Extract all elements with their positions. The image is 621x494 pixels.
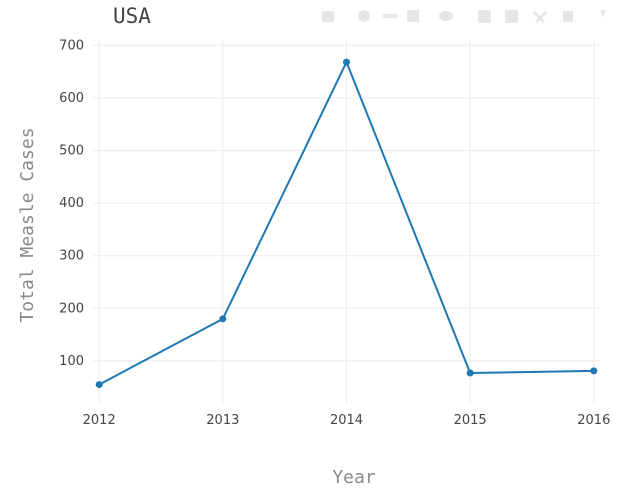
x-tick-label: 2014 (330, 413, 363, 428)
zoom-in-icon[interactable] (478, 10, 491, 23)
x-axis-title: Year (332, 467, 376, 488)
reset-axes-icon[interactable] (563, 11, 573, 22)
x-tick-label: 2016 (577, 413, 610, 428)
y-tick-label: 500 (59, 143, 84, 158)
data-point[interactable] (466, 369, 474, 377)
x-axis-ticks: 2012 2013 2014 2015 2016 (83, 413, 611, 428)
x-tick-label: 2013 (206, 413, 239, 428)
data-point[interactable] (343, 58, 350, 66)
x-tick-label: 2015 (454, 413, 487, 428)
lasso-icon[interactable] (439, 11, 453, 21)
y-axis-ticks: 100 200 300 400 500 600 700 (59, 38, 84, 369)
x-tick-label: 2012 (83, 413, 116, 428)
spike-lines-icon[interactable] (600, 10, 606, 18)
y-tick-label: 700 (59, 38, 84, 53)
data-point[interactable] (590, 367, 598, 375)
zoom-out-icon[interactable] (505, 10, 518, 23)
camera-icon[interactable] (322, 11, 334, 22)
data-point[interactable] (95, 381, 103, 389)
autoscale-icon[interactable] (533, 11, 547, 23)
select-box-icon[interactable] (407, 10, 419, 22)
modebar[interactable] (322, 10, 606, 23)
y-tick-label: 100 (59, 354, 84, 369)
zoom-icon[interactable] (358, 10, 370, 22)
grid (93, 40, 600, 403)
y-axis-title: Total Measle Cases (17, 127, 38, 322)
y-tick-label: 300 (59, 249, 84, 264)
y-tick-label: 400 (59, 196, 84, 211)
series-layer[interactable] (95, 58, 598, 389)
y-tick-label: 200 (59, 301, 84, 316)
data-point[interactable] (219, 315, 227, 323)
chart-title: USA (113, 4, 151, 28)
pan-icon[interactable] (383, 14, 397, 18)
y-tick-label: 600 (59, 91, 84, 106)
